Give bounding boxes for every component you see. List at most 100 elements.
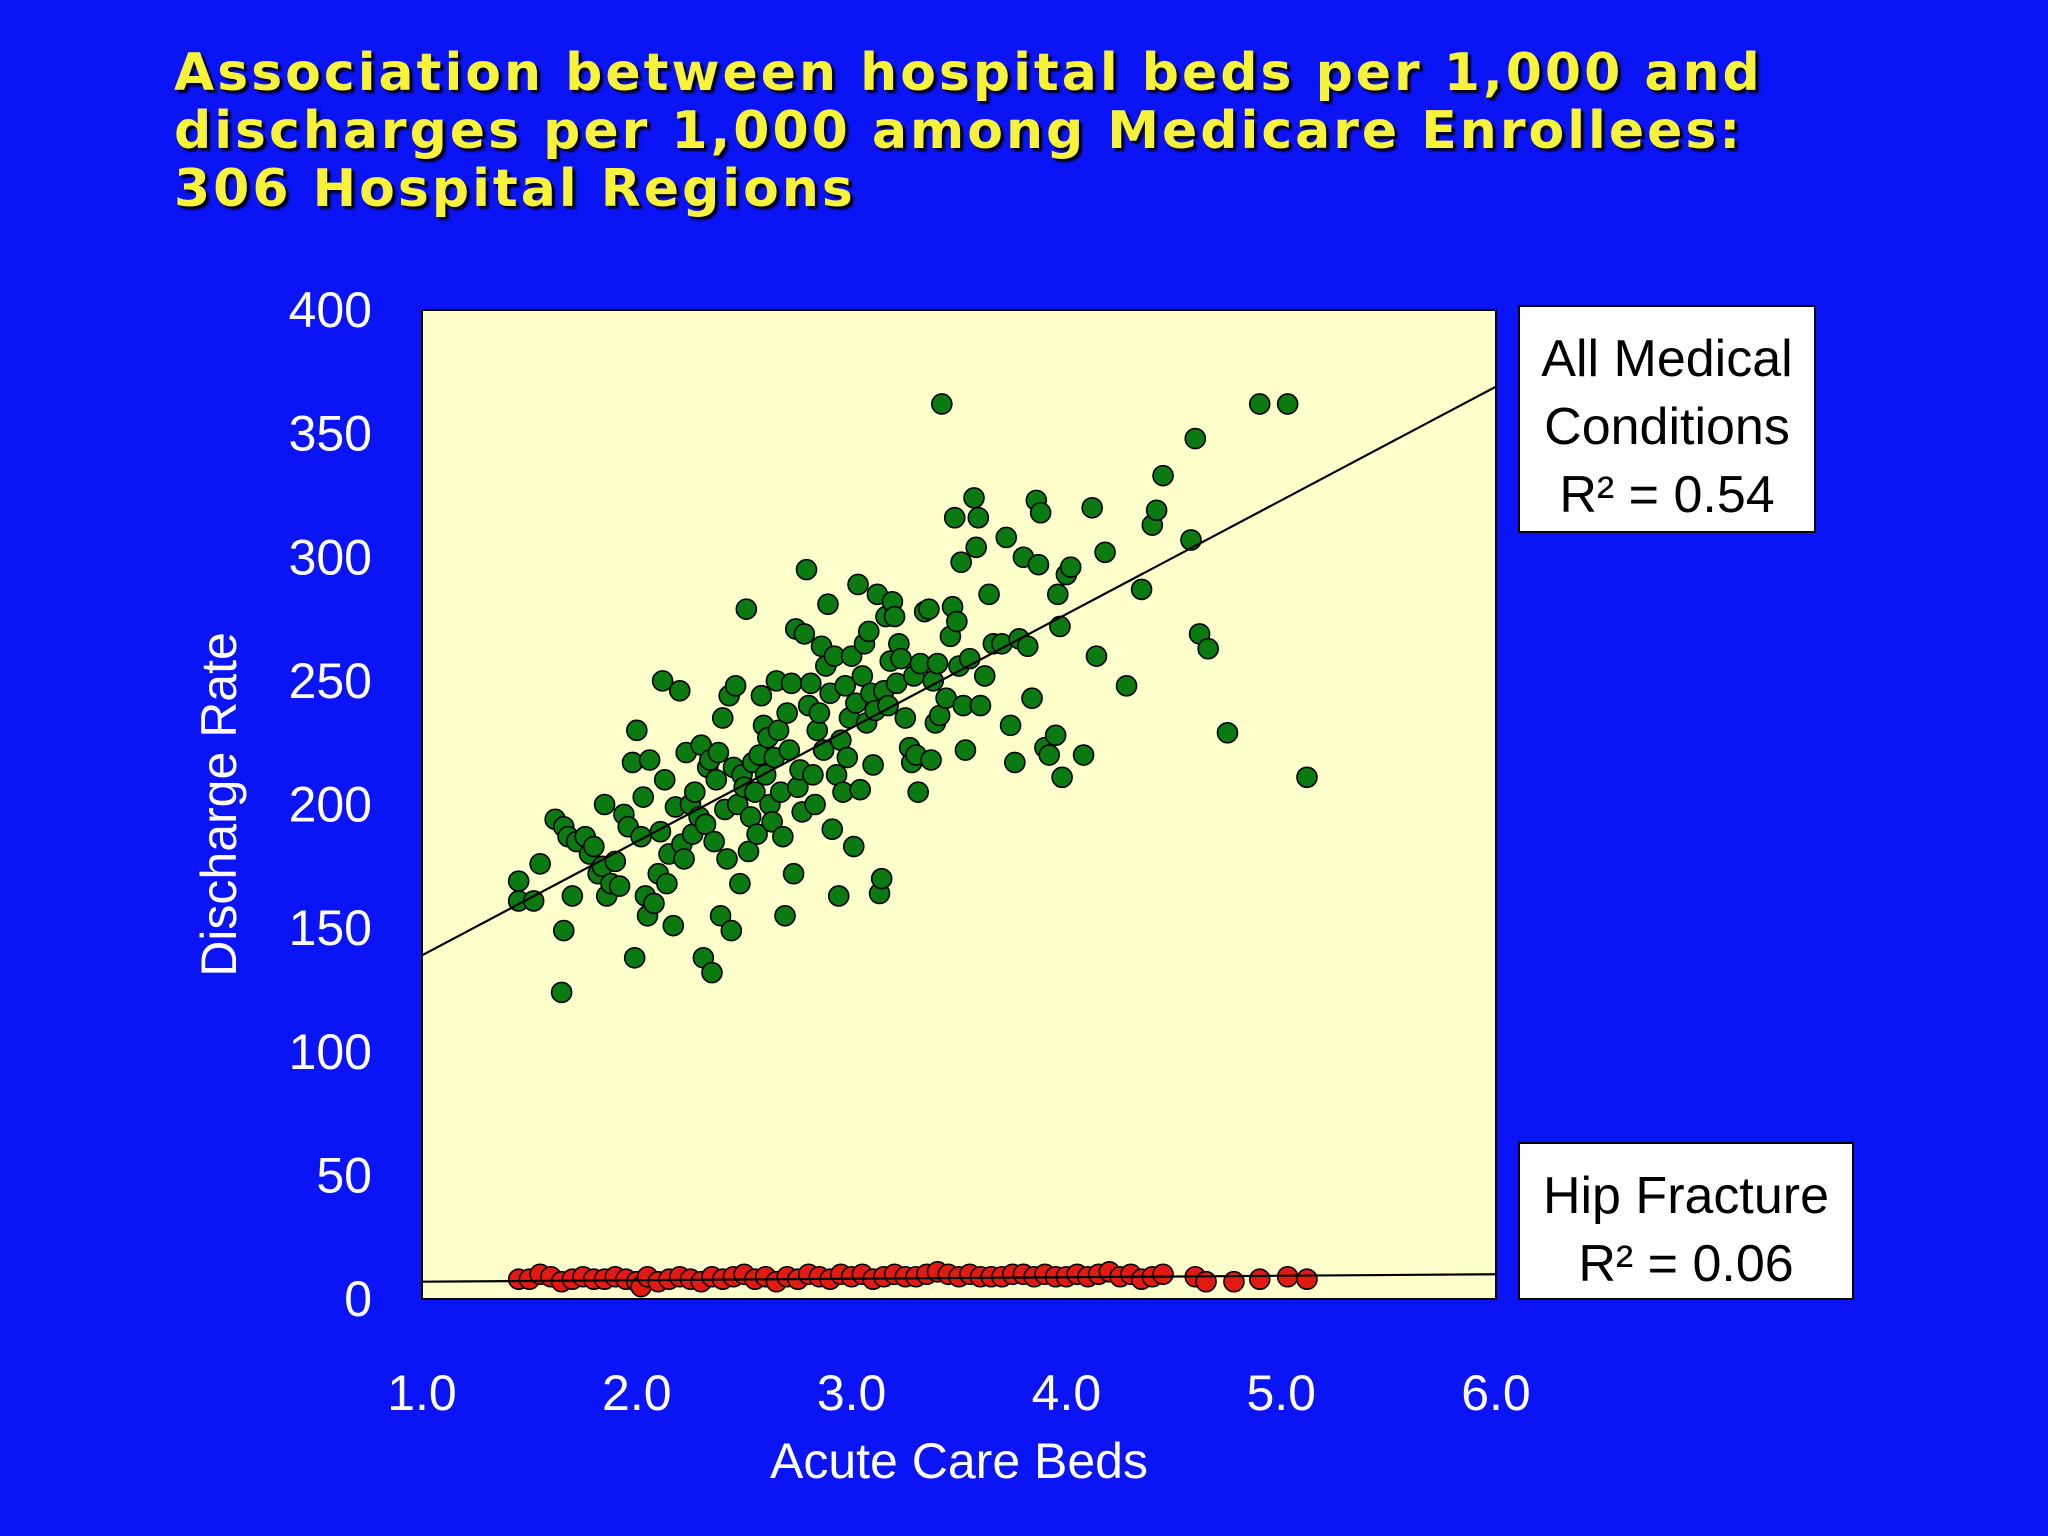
- all-medical-point: [750, 684, 773, 707]
- all-medical-point: [1081, 496, 1103, 519]
- all-medical-point: [1152, 464, 1174, 487]
- all-medical-point: [638, 749, 661, 771]
- all-medical-point: [1049, 615, 1071, 638]
- all-medical-point: [978, 583, 1000, 606]
- all-medical-point: [662, 914, 685, 937]
- all-medical-point: [795, 558, 818, 581]
- hip-fracture-point: [1223, 1270, 1245, 1293]
- all-medical-point: [817, 593, 839, 616]
- all-medical-point: [1038, 744, 1061, 766]
- hip-fracture-point: [1248, 1268, 1271, 1291]
- all-medical-label: All Medical Conditions R² = 0.54: [1518, 305, 1816, 533]
- all-medical-point: [849, 778, 871, 801]
- all-medical-point: [774, 904, 796, 927]
- all-medical-point: [776, 702, 798, 724]
- hip-fracture-label-text: Hip Fracture: [1543, 1167, 1829, 1225]
- all-medical-point: [851, 665, 874, 687]
- all-medical-point: [926, 652, 949, 675]
- all-medical-point: [1130, 578, 1153, 601]
- all-medical-point: [735, 598, 758, 620]
- y-axis-title: Discharge Rate: [191, 632, 247, 977]
- all-medical-point: [857, 620, 880, 643]
- all-medical-point: [720, 919, 743, 942]
- all-medical-point: [834, 675, 856, 697]
- all-medical-series: [507, 393, 1318, 1004]
- all-medical-point: [963, 487, 985, 509]
- all-medical-point: [907, 781, 929, 803]
- y-tick-label: 250: [289, 653, 372, 709]
- y-tick-label: 300: [289, 529, 372, 585]
- all-medical-point: [761, 811, 783, 833]
- all-medical-point: [529, 853, 551, 875]
- all-medical-point: [643, 892, 665, 915]
- all-medical-point: [705, 768, 728, 791]
- all-medical-point: [673, 848, 695, 870]
- all-medical-point: [561, 885, 584, 907]
- all-medical-point: [827, 885, 850, 907]
- hip-fracture-point: [1296, 1268, 1318, 1291]
- all-medical-point: [995, 526, 1018, 549]
- all-medical-point: [724, 675, 747, 697]
- all-medical-point: [847, 573, 869, 596]
- all-medical-point: [967, 506, 990, 529]
- all-medical-point: [653, 768, 676, 791]
- all-medical-point: [651, 670, 674, 692]
- all-medical-point: [1276, 393, 1299, 415]
- all-medical-point: [604, 850, 627, 873]
- x-tick-label: 5.0: [1246, 1365, 1316, 1421]
- all-medical-point: [870, 867, 893, 890]
- y-tick-label: 150: [289, 900, 372, 956]
- all-medical-point: [656, 872, 678, 895]
- all-medical-point: [918, 598, 940, 620]
- y-tick-label: 200: [289, 777, 372, 833]
- all-medical-point: [1004, 751, 1026, 774]
- plot-area: [421, 309, 1497, 1300]
- all-medical-point: [883, 605, 906, 628]
- all-medical-point: [550, 981, 573, 1004]
- all-medical-point: [632, 786, 655, 808]
- all-medical-point: [701, 961, 723, 984]
- all-medical-point: [965, 536, 987, 559]
- x-tick-label: 3.0: [817, 1365, 887, 1421]
- all-medical-point: [950, 551, 972, 573]
- all-medical-point: [1016, 635, 1039, 658]
- all-medical-point: [1044, 724, 1067, 747]
- all-medical-point: [1085, 645, 1108, 667]
- all-medical-point: [1115, 675, 1138, 697]
- all-medical-point: [716, 848, 738, 870]
- all-medical-point: [583, 835, 605, 858]
- all-medical-point: [1094, 541, 1116, 564]
- all-medical-point: [1059, 556, 1082, 578]
- all-medical-point: [1051, 766, 1073, 789]
- all-medical-point: [862, 754, 884, 776]
- hip-fracture-label-box: [1518, 1142, 1854, 1300]
- all-medical-point: [946, 610, 968, 633]
- all-medical-point: [1216, 721, 1239, 744]
- all-medical-point: [1047, 583, 1069, 606]
- all-medical-point: [845, 692, 867, 714]
- all-medical-point: [1027, 553, 1050, 576]
- all-medical-label-box: [1518, 305, 1816, 533]
- all-medical-point: [772, 825, 794, 848]
- all-medical-point: [1029, 501, 1052, 524]
- all-medical-point: [973, 665, 996, 687]
- all-medical-point: [625, 719, 648, 742]
- all-medical-point: [954, 739, 977, 761]
- all-medical-point: [1296, 766, 1318, 789]
- all-medical-point: [507, 870, 530, 892]
- all-medical-point: [623, 946, 646, 969]
- all-medical-point: [694, 813, 717, 836]
- all-medical-point: [782, 862, 805, 885]
- all-medical-point: [729, 872, 751, 895]
- hip-fracture-point: [1152, 1263, 1174, 1286]
- all-medical-fit-line: [422, 385, 1496, 957]
- all-medical-point: [808, 702, 831, 724]
- x-axis-title: Acute Care Beds: [770, 1433, 1148, 1489]
- all-medical-point: [969, 694, 992, 717]
- y-tick-label: 50: [316, 1147, 372, 1203]
- all-medical-point: [744, 781, 766, 803]
- all-medical-point: [1145, 499, 1168, 522]
- all-medical-point: [799, 672, 822, 695]
- all-medical-point: [703, 830, 725, 853]
